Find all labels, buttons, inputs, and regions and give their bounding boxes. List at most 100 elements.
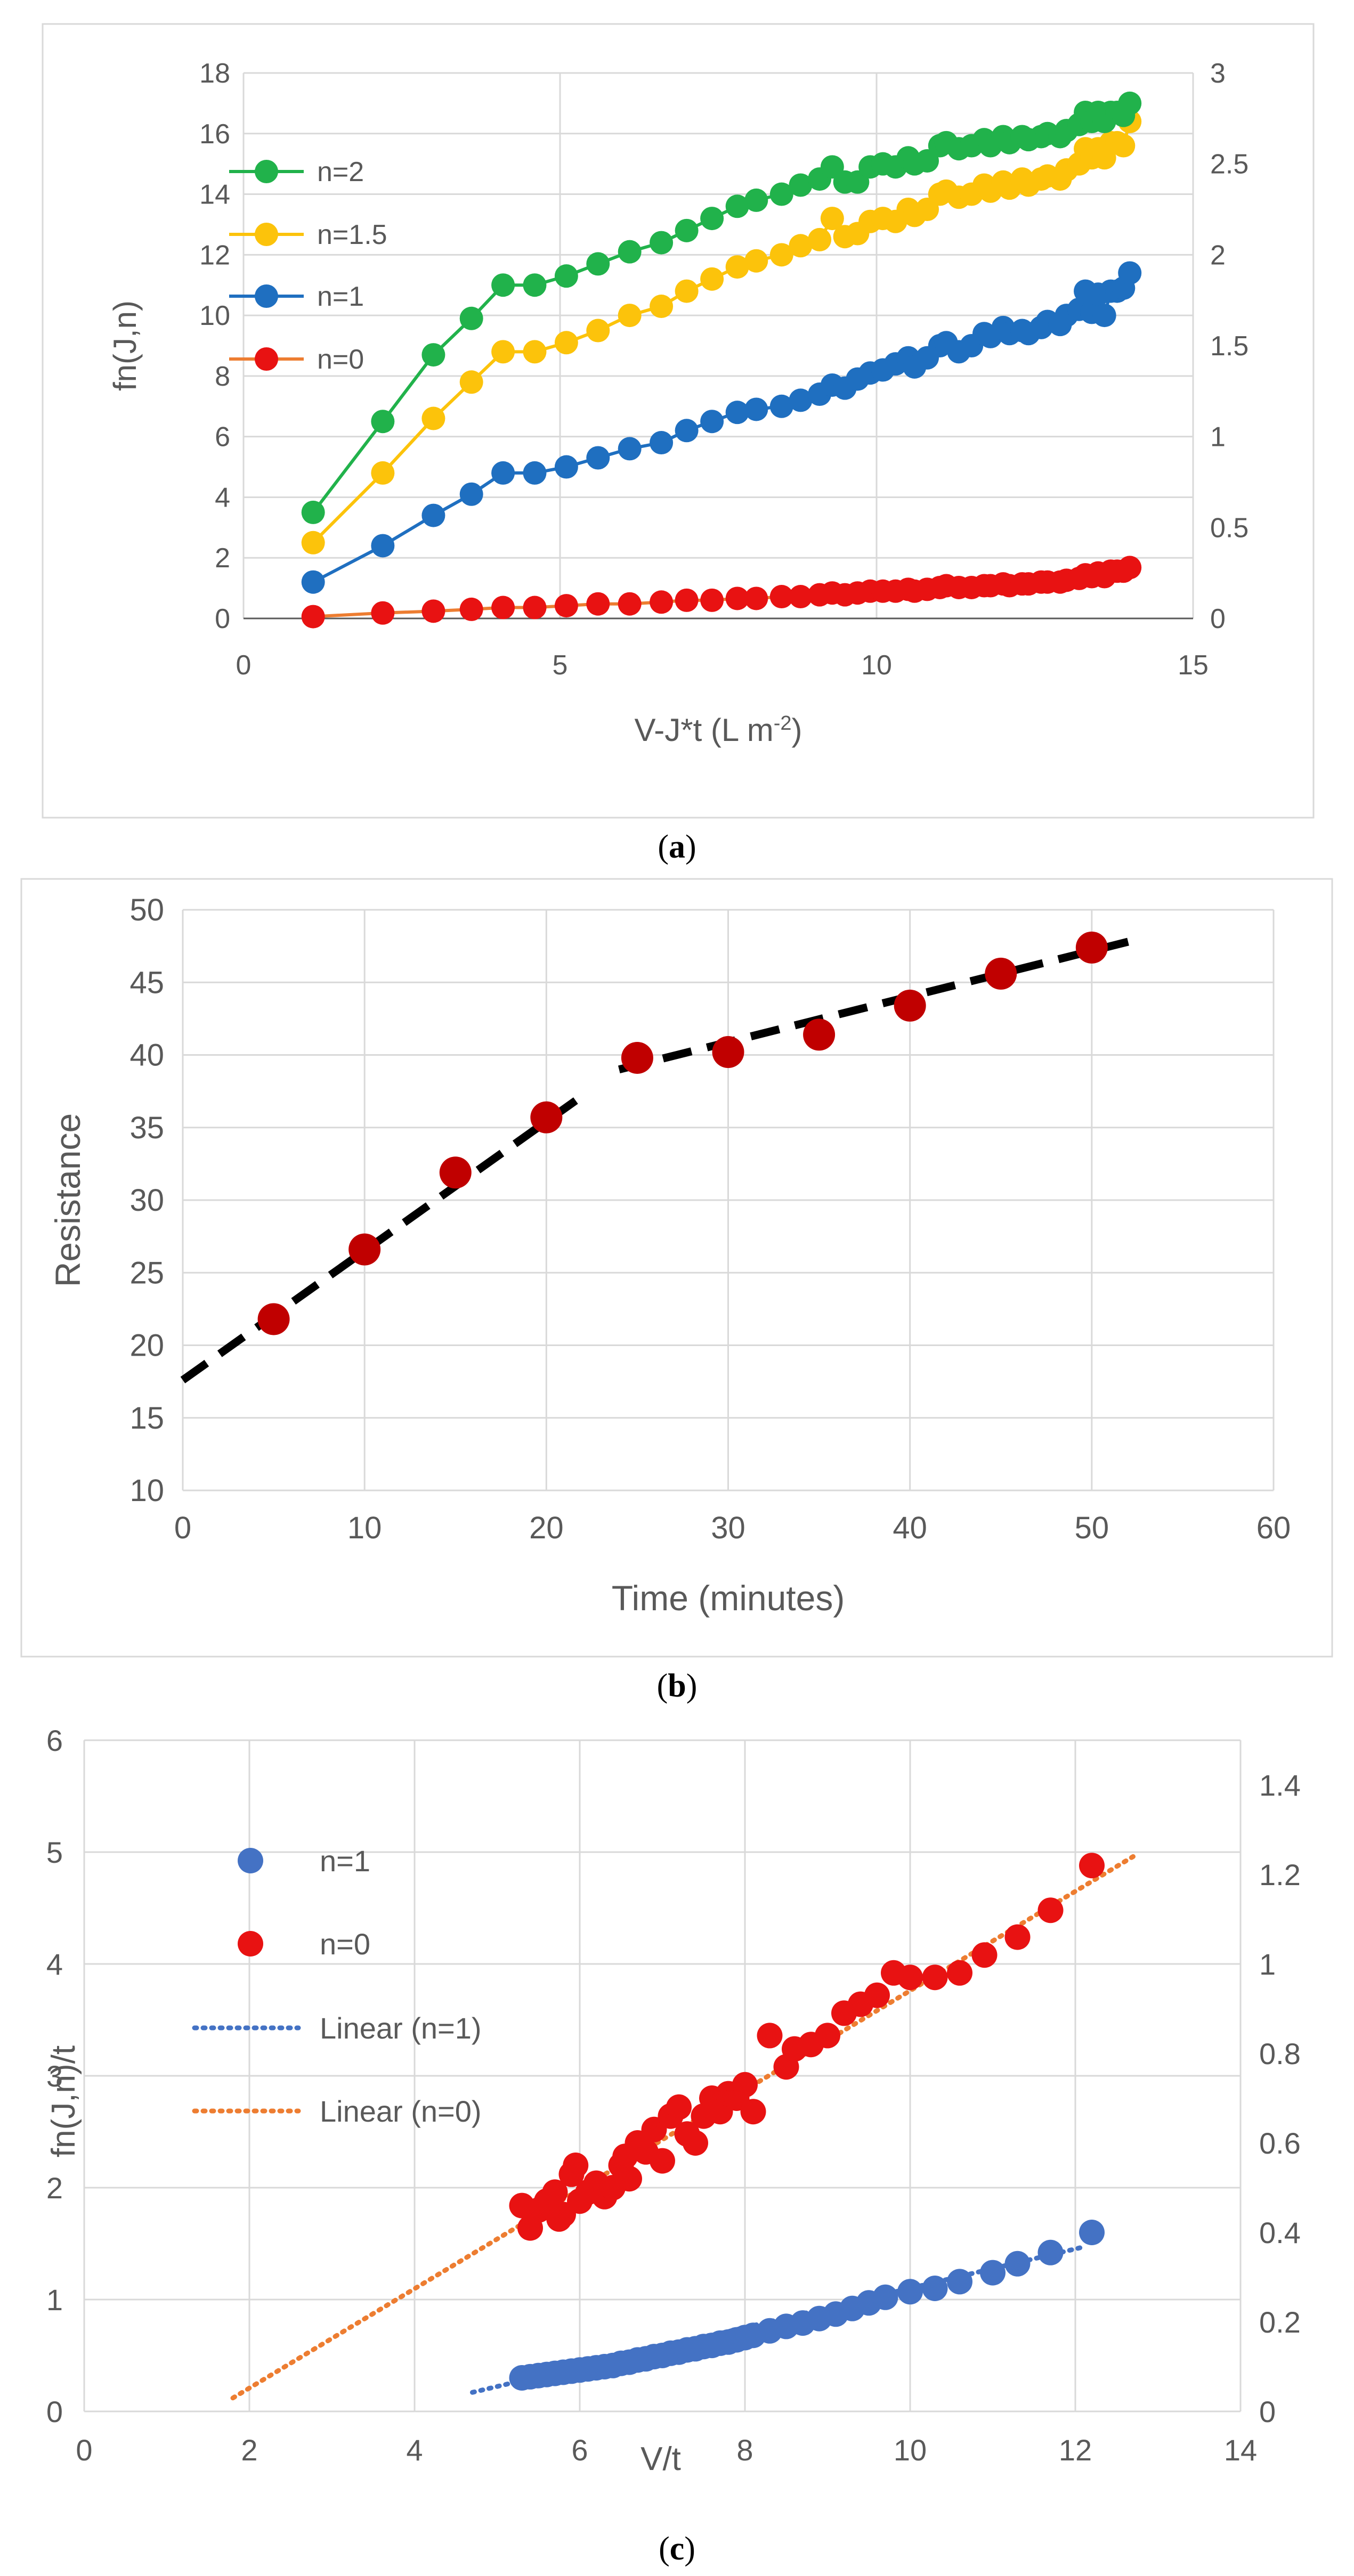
data-point-n=0 — [725, 586, 749, 610]
data-point-n0 — [947, 1960, 972, 1986]
y2-tick-label: 1.5 — [1210, 331, 1248, 362]
data-point-n1 — [922, 2276, 948, 2301]
data-point-n0 — [563, 2153, 589, 2178]
x-tick-label: 40 — [893, 1511, 927, 1545]
x-tick-label: 6 — [571, 2433, 588, 2467]
y-tick-label: 2 — [46, 2171, 63, 2205]
data-point-n=2 — [675, 218, 699, 242]
data-point — [803, 1018, 836, 1051]
chart-b: 10 15 20 25 30 35 40 45 50 0 10 20 30 40 50 60 Time (min… — [20, 878, 1333, 1658]
y-tick-label: 3 — [46, 2059, 63, 2093]
data-point-n=1 — [769, 394, 793, 418]
chart-a: 0 2 4 6 8 10 12 14 16 18 0 0.5 1 1.5 2 2.5 3 0 5 10 15 V-J*t … — [42, 23, 1315, 819]
data-point-n=1 — [650, 431, 674, 455]
data-point-n=1-5 — [523, 340, 547, 364]
data-point-n0 — [542, 2179, 568, 2205]
data-point-n=0 — [491, 596, 515, 619]
data-point-n0 — [815, 2023, 840, 2049]
data-point-n1 — [980, 2260, 1006, 2286]
data-point — [1075, 931, 1108, 964]
data-point-n0 — [732, 2072, 758, 2098]
y2-tick-label: 0.2 — [1259, 2305, 1301, 2339]
y-tick-label: 18 — [199, 58, 230, 89]
data-point-n=2 — [769, 182, 793, 206]
data-point-n=2 — [744, 188, 768, 212]
data-point-n=0 — [421, 599, 445, 623]
data-point-n1 — [872, 2284, 898, 2310]
data-point-n=0 — [744, 586, 768, 610]
data-point-n=0 — [523, 596, 547, 619]
y-tick-label: 12 — [199, 240, 230, 271]
x-tick-label: 8 — [736, 2433, 753, 2467]
legend-label-n=0: n=0 — [317, 344, 364, 375]
data-point — [621, 1041, 653, 1074]
legend-label-linear-n1: Linear (n=1) — [320, 2011, 482, 2045]
data-point — [257, 1303, 290, 1335]
data-point-n=2 — [586, 252, 610, 276]
legend-label-n=1-5: n=1.5 — [317, 219, 387, 250]
y-tick-label: 25 — [129, 1256, 164, 1290]
y-tick-label: 40 — [129, 1038, 164, 1073]
data-point-n=1 — [675, 419, 699, 443]
data-point-n=0 — [371, 601, 395, 625]
data-point — [894, 989, 926, 1022]
caption-a: (a) — [658, 829, 696, 865]
data-point-n=2 — [618, 240, 642, 264]
y2-tick-label: 1.4 — [1259, 1768, 1301, 1802]
y-tick-label: 50 — [129, 893, 164, 927]
data-point-n0 — [1037, 1897, 1064, 1923]
y-tick-label: 8 — [215, 361, 230, 392]
data-point-n0 — [683, 2130, 708, 2156]
y-tick-label: 10 — [199, 300, 230, 331]
legend-label-n=1: n=1 — [317, 281, 364, 312]
data-point-n=1-5 — [586, 319, 610, 343]
data-point — [348, 1233, 381, 1266]
data-point-n=1 — [789, 388, 813, 412]
panel-c: 0 1 2 3 4 5 6 0 0.2 0.4 0.6 0.8 1 1.2 1.4 0 2 4 6 8 10 12 14 V/… — [0, 1713, 1354, 2528]
data-point — [712, 1036, 744, 1069]
legend-marker-n=1 — [255, 284, 278, 308]
x-axis-title: V-J*t (L m-2) — [635, 712, 802, 748]
y-tick-label: 4 — [46, 1947, 63, 1981]
y-tick-label: 2 — [215, 543, 230, 574]
data-point-n=1-5 — [650, 295, 674, 319]
data-point — [439, 1156, 472, 1189]
data-point-n0 — [740, 2099, 766, 2125]
x-tick-label: 10 — [347, 1511, 382, 1545]
data-point-n=2 — [523, 273, 547, 297]
data-point-n=2 — [491, 273, 515, 297]
data-point-n=0 — [789, 585, 813, 609]
data-point-n=1 — [371, 534, 395, 558]
data-point-n=0 — [1118, 556, 1142, 580]
x-axis-title: V/t — [640, 2441, 681, 2477]
data-point-n=0 — [650, 590, 674, 614]
data-point-n=1 — [421, 503, 445, 527]
caption-c: (c) — [659, 2531, 695, 2567]
data-point-n0 — [1004, 1924, 1031, 1950]
x-tick-label: 50 — [1075, 1511, 1109, 1545]
data-point-n=2 — [459, 306, 483, 330]
x-tick-label: 60 — [1256, 1511, 1291, 1545]
data-point-n0 — [666, 2094, 692, 2120]
x-axis-title: Time (minutes) — [612, 1578, 845, 1618]
legend-label-linear-n0: Linear (n=0) — [320, 2094, 482, 2128]
data-point-n=2 — [650, 231, 674, 255]
y-tick-label: 45 — [129, 965, 164, 1000]
x-tick-label: 20 — [529, 1511, 564, 1545]
data-point-n=0 — [586, 592, 610, 616]
data-point-n=2 — [789, 173, 813, 197]
data-point-n=2 — [371, 410, 395, 434]
y-axis-title: fn(J,n) — [107, 300, 143, 391]
data-point-n=1-5 — [301, 531, 325, 555]
data-point-n=1-5 — [554, 331, 578, 355]
data-point-n0 — [897, 1964, 923, 1991]
data-point-n=2 — [301, 500, 325, 524]
data-point-n=0 — [700, 588, 724, 612]
data-point-n0 — [617, 2166, 642, 2192]
y2-tick-label: 1 — [1210, 422, 1226, 453]
y-tick-label: 15 — [129, 1401, 164, 1436]
data-point-n=1 — [459, 482, 483, 506]
x-tick-label: 0 — [76, 2433, 92, 2467]
data-point-n=2 — [725, 194, 749, 218]
data-point-n=1 — [1092, 304, 1116, 328]
